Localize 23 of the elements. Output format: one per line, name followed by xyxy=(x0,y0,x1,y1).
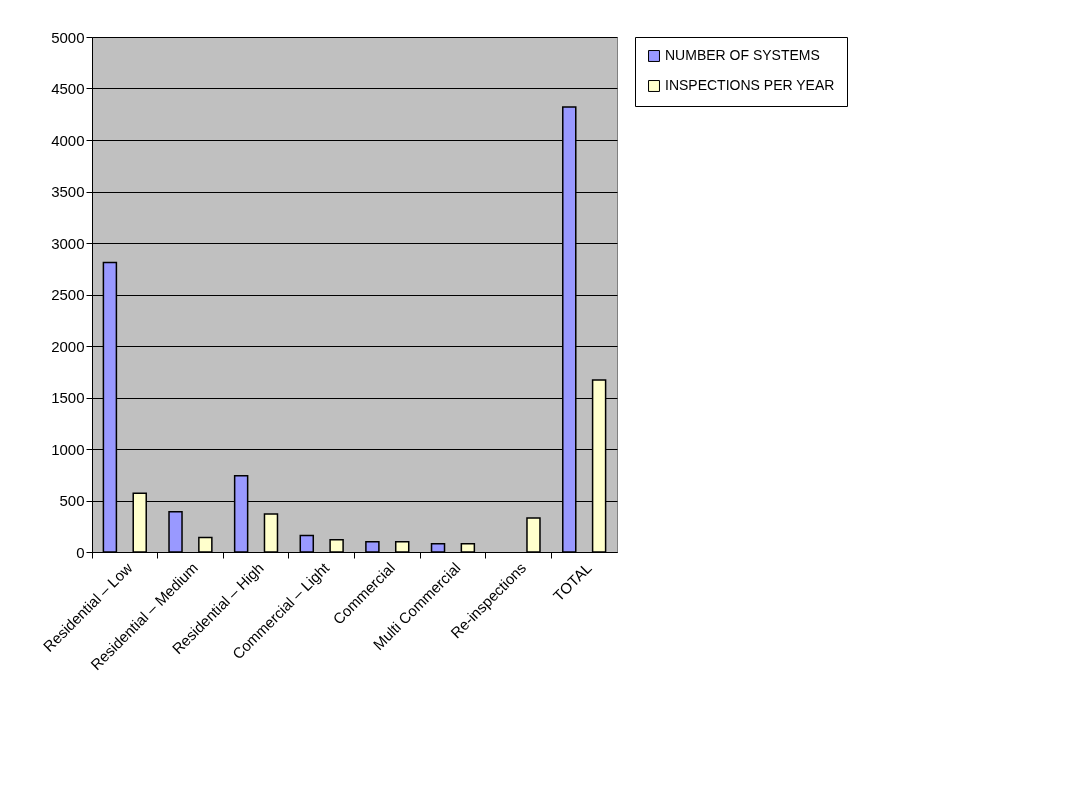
bar xyxy=(168,511,183,553)
y-tick-label: 2500 xyxy=(51,286,85,303)
bar xyxy=(526,517,541,553)
bar xyxy=(299,534,315,553)
y-tick-label: 3000 xyxy=(51,234,85,252)
y-tick-label: 4500 xyxy=(51,80,85,97)
bar xyxy=(263,513,279,553)
y-tick-label: 1000 xyxy=(51,440,85,458)
bar xyxy=(394,540,410,553)
bar xyxy=(430,543,446,553)
bar xyxy=(198,536,213,553)
y-tick-label: 5000 xyxy=(51,28,85,46)
bar xyxy=(460,543,476,553)
y-tick-label: 2000 xyxy=(51,337,85,355)
y-tick-label: 1500 xyxy=(51,389,85,406)
bar xyxy=(329,538,344,553)
y-tick-label: 3500 xyxy=(51,183,85,200)
y-tick-label: 0 xyxy=(76,543,85,561)
legend-label: INSPECTIONS PER YEAR xyxy=(665,77,835,93)
legend-label: NUMBER OF SYSTEMS xyxy=(665,47,820,63)
bar xyxy=(365,540,380,553)
y-tick-label: 4000 xyxy=(51,131,85,149)
y-tick-label: 500 xyxy=(59,492,85,509)
